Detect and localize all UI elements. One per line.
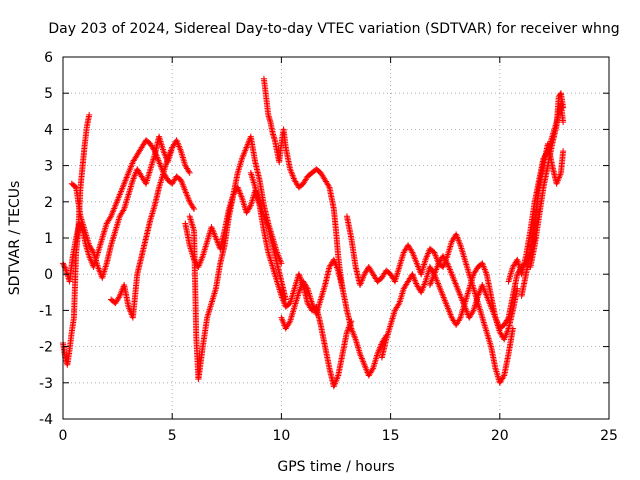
data-point [303, 284, 310, 291]
x-tick-label: 5 [168, 428, 177, 444]
data-point [60, 261, 67, 268]
data-point [504, 316, 511, 323]
data-point [185, 168, 192, 175]
data-point [456, 316, 463, 323]
y-tick-label: -2 [39, 340, 53, 356]
y-tick-label: 4 [44, 122, 53, 138]
series-trace-3 [68, 133, 193, 281]
data-point [443, 258, 450, 265]
series-trace-9 [278, 256, 390, 379]
y-axis-title: SDTVAR / TECUs [7, 181, 23, 296]
x-axis-title: GPS time / hours [277, 459, 394, 475]
data-point [86, 111, 93, 118]
y-tick-label: 6 [44, 50, 53, 66]
data-point [325, 182, 332, 189]
data-point [115, 294, 122, 301]
data-point [500, 374, 507, 381]
data-point [61, 263, 68, 270]
x-tick-label: 10 [272, 428, 290, 444]
data-point [72, 183, 79, 190]
data-point [246, 203, 253, 210]
axes-layer: 0 5 10 15 20 25 -4 -3 -2 -1 0 1 2 3 4 5 6 [39, 50, 618, 444]
y-tick-label: 2 [44, 195, 53, 211]
marks-layer [60, 75, 567, 390]
data-point [191, 206, 198, 213]
y-tick-label: -4 [39, 412, 53, 428]
data-point [107, 214, 114, 221]
data-point [62, 266, 69, 273]
data-point [560, 104, 567, 111]
data-point [286, 319, 293, 326]
data-point [186, 169, 193, 176]
y-tick-label: 1 [44, 231, 53, 247]
data-point [120, 207, 127, 214]
data-point [469, 308, 476, 315]
series-trace-10 [343, 213, 516, 386]
y-tick-label: -1 [39, 303, 53, 319]
x-tick-label: 20 [491, 428, 509, 444]
data-point [560, 148, 567, 155]
data-point [190, 204, 197, 211]
data-point [89, 248, 96, 255]
series-trace-15 [527, 90, 567, 270]
chart-title: Day 203 of 2024, Sidereal Day-to-day VTE… [48, 21, 619, 37]
x-tick-label: 25 [600, 428, 618, 444]
y-tick-label: 3 [44, 159, 53, 175]
data-point [395, 301, 402, 308]
data-point [560, 119, 567, 126]
x-tick-label: 15 [382, 428, 400, 444]
series-trace-4 [108, 144, 176, 321]
series-trace-14 [518, 140, 567, 299]
y-tick-label: 5 [44, 86, 53, 102]
series-trace-6 [182, 184, 289, 303]
data-point [408, 248, 415, 255]
x-tick-label: 0 [59, 428, 68, 444]
y-tick-label: -3 [39, 376, 53, 392]
y-tick-label: 0 [44, 267, 53, 283]
data-point [369, 366, 376, 373]
data-point [169, 144, 176, 151]
